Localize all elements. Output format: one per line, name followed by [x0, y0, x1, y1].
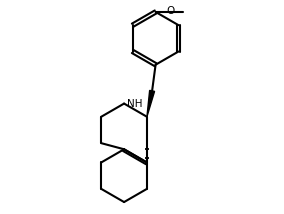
Polygon shape [147, 90, 154, 117]
Text: O: O [166, 6, 174, 16]
Text: NH: NH [127, 99, 143, 108]
